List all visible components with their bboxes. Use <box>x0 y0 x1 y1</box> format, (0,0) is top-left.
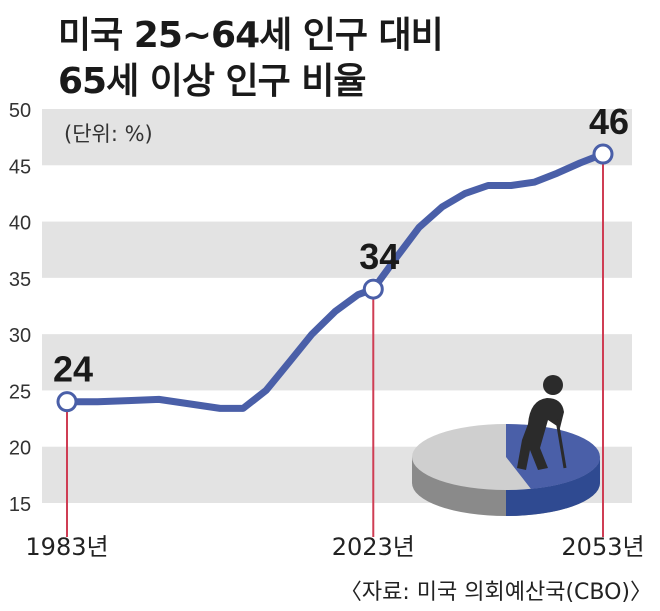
data-point-marker <box>56 391 78 413</box>
grid-band <box>42 221 632 278</box>
person-head-icon <box>543 375 563 395</box>
data-value-label: 24 <box>53 349 93 390</box>
x-tick-label: 2053년 <box>561 533 644 561</box>
y-tick-label: 30 <box>9 325 31 347</box>
data-point-marker <box>362 278 384 300</box>
grid-band <box>42 109 632 166</box>
y-tick-label: 45 <box>9 156 31 178</box>
person-body-icon <box>517 398 564 470</box>
y-tick-label: 35 <box>9 269 31 291</box>
y-tick-label: 40 <box>9 213 31 235</box>
y-tick-label: 50 <box>9 100 31 122</box>
walking-cane-icon <box>555 419 567 469</box>
elderly-person-icon <box>517 375 567 470</box>
y-tick-label: 15 <box>9 494 31 516</box>
data-point-marker <box>592 143 614 165</box>
x-tick-label: 1983년 <box>25 533 108 561</box>
source-note: 〈자료: 미국 의회예산국(CBO)〉 <box>339 580 652 605</box>
x-tick-label: 2023년 <box>332 533 415 561</box>
unit-label: (단위: %) <box>64 122 153 146</box>
grid-band <box>42 334 632 391</box>
data-series-line <box>63 150 607 412</box>
data-value-label: 34 <box>359 236 399 277</box>
data-value-label: 46 <box>589 101 629 142</box>
y-tick-label: 25 <box>9 381 31 403</box>
chart-title-line-2: 65세 이상 인구 비율 <box>58 61 367 102</box>
chart-title-line-1: 미국 25~64세 인구 대비 <box>58 15 444 56</box>
y-tick-label: 20 <box>9 438 31 460</box>
